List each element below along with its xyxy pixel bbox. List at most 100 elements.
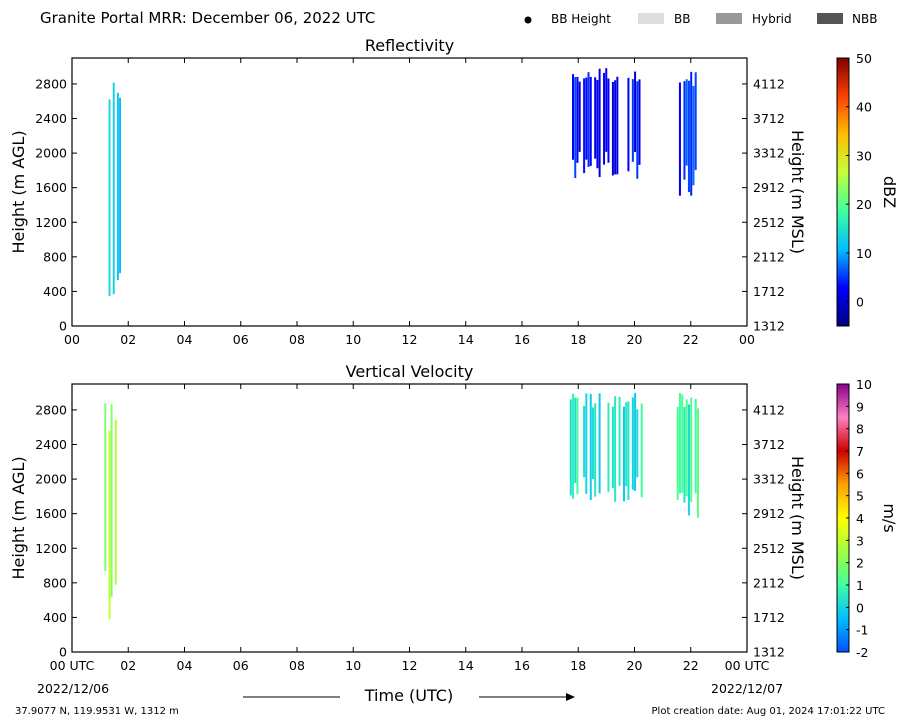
- echo-column: [594, 403, 597, 497]
- echo-column: [614, 396, 617, 502]
- legend-label-bb-height: BB Height: [551, 12, 611, 26]
- echo-column: [631, 79, 634, 162]
- y-tick-label: 800: [43, 249, 67, 264]
- legend-swatch-hybrid: [716, 13, 742, 24]
- x-tick-label: 18: [570, 658, 586, 673]
- x-tick-label: 10: [345, 658, 361, 673]
- echo-column: [692, 85, 695, 186]
- x-start-date: 2022/12/06: [37, 681, 109, 696]
- echo-column: [607, 402, 610, 493]
- y-axis-label-right: Height (m MSL): [788, 456, 807, 580]
- y-tick-right-label: 2912: [753, 506, 785, 521]
- colorbar-tick-label: 20: [856, 197, 872, 212]
- x-tick-label: 14: [458, 332, 474, 347]
- x-tick-label: 08: [289, 332, 305, 347]
- x-tick-label: 02: [120, 658, 136, 673]
- colorbar-ramp: [836, 57, 850, 327]
- y-axis-label-left: Height (m AGL): [9, 456, 28, 579]
- precip-event: [104, 403, 117, 620]
- y-tick-right-label: 1312: [753, 645, 785, 660]
- legend-swatch-nbb: [817, 13, 843, 24]
- precip-event: [676, 393, 699, 518]
- echo-column: [576, 397, 579, 495]
- colorbar-label: m/s: [880, 503, 899, 532]
- echo-column: [108, 430, 111, 620]
- x-tick-label: 00: [64, 332, 80, 347]
- echo-column: [640, 403, 643, 498]
- echo-column: [589, 393, 592, 501]
- y-tick-label: 2400: [35, 111, 67, 126]
- y-tick-right-label: 3312: [753, 472, 785, 487]
- colorbar-tick-label: 8: [856, 422, 864, 437]
- x-tick-label: 16: [514, 658, 530, 673]
- figure-title: Granite Portal MRR: December 06, 2022 UT…: [40, 9, 375, 27]
- precip-event: [569, 392, 643, 502]
- time-axis-label: Time (UTC): [243, 686, 575, 705]
- y-tick-right-label: 4112: [753, 402, 785, 417]
- echo-column: [614, 80, 617, 175]
- echo-column: [583, 405, 586, 478]
- echo-column: [618, 396, 621, 486]
- plot-frame: [71, 383, 748, 653]
- x-tick-label: 10: [345, 332, 361, 347]
- plot-creation-date: Plot creation date: Aug 01, 2024 17:01:2…: [652, 706, 885, 717]
- legend: BB Height BB Hybrid NBB: [524, 12, 877, 26]
- echo-column: [678, 82, 681, 196]
- colorbar-tick-label: -2: [856, 645, 868, 660]
- y-tick-label: 400: [43, 610, 67, 625]
- precip-event: [572, 68, 641, 179]
- echo-column: [585, 77, 588, 160]
- y-tick-label: 1200: [35, 541, 67, 556]
- y-tick-right-label: 2112: [753, 575, 785, 590]
- echo-column: [694, 72, 697, 170]
- precip-event: [108, 82, 122, 296]
- echo-column: [683, 81, 686, 180]
- x-end-date: 2022/12/07: [711, 681, 783, 696]
- echo-column: [631, 397, 634, 490]
- panel-title: Reflectivity: [365, 36, 454, 55]
- echo-column: [690, 397, 693, 502]
- echo-column: [634, 392, 637, 491]
- echo-column: [578, 81, 581, 152]
- y-tick-label: 0: [59, 645, 67, 660]
- echo-column: [694, 399, 697, 494]
- y-tick-label: 1600: [35, 180, 67, 195]
- colorbar-tick-label: 30: [856, 148, 872, 163]
- plot-frame: [71, 57, 748, 327]
- x-tick-label: 04: [177, 658, 193, 673]
- y-axis-label-left: Height (m AGL): [9, 130, 28, 253]
- echo-column: [114, 419, 117, 585]
- echo-column: [638, 79, 641, 165]
- time-axis-title: Time (UTC): [364, 686, 453, 705]
- colorbar-label: dBZ: [880, 176, 899, 208]
- y-tick-right-label: 1312: [753, 319, 785, 334]
- colorbar-tick-label: 40: [856, 100, 872, 115]
- colorbar-tick-label: 5: [856, 489, 864, 504]
- echo-column: [576, 76, 579, 163]
- y-tick-label: 2800: [35, 76, 67, 91]
- echo-column: [598, 68, 601, 178]
- y-tick-right-label: 4112: [753, 76, 785, 91]
- x-tick-label: 12: [402, 658, 418, 673]
- echo-column: [569, 399, 572, 496]
- echo-column: [627, 401, 630, 500]
- echo-column: [572, 393, 575, 499]
- legend-label-hybrid: Hybrid: [752, 12, 792, 26]
- x-tick-label: 06: [233, 658, 249, 673]
- colorbar-tick-label: 10: [856, 377, 872, 392]
- echo-column: [583, 78, 586, 174]
- y-tick-right-label: 2912: [753, 180, 785, 195]
- colorbar-tick-label: 10: [856, 246, 872, 261]
- echo-column: [681, 394, 684, 493]
- echo-column: [112, 82, 115, 295]
- colorbar-tick-label: 0: [856, 600, 864, 615]
- echo-column: [625, 402, 628, 487]
- colorbar-tick-label: 3: [856, 533, 864, 548]
- echo-column: [685, 399, 688, 497]
- station-location: 37.9077 N, 119.9531 W, 1312 m: [15, 706, 179, 717]
- echo-column: [683, 407, 686, 503]
- colorbar-tick-label: 7: [856, 444, 864, 459]
